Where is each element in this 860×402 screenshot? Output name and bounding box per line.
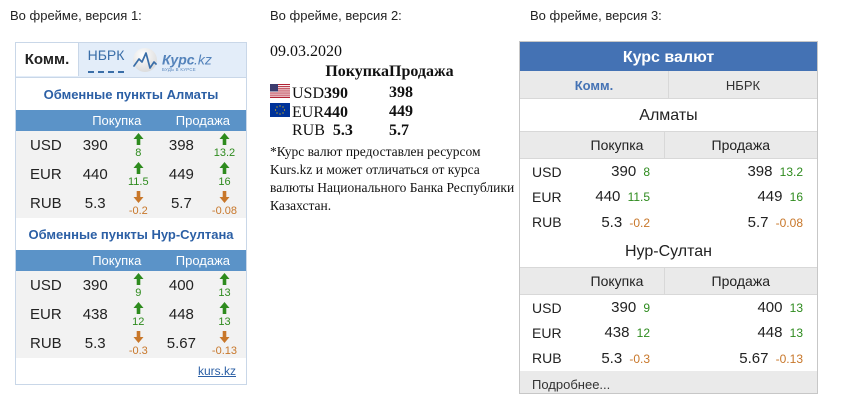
svg-text:БУДЬ В КУРСЕ: БУДЬ В КУРСЕ [162,67,196,72]
svg-text:.kz: .kz [194,52,212,68]
svg-text:Курс: Курс [162,52,195,68]
